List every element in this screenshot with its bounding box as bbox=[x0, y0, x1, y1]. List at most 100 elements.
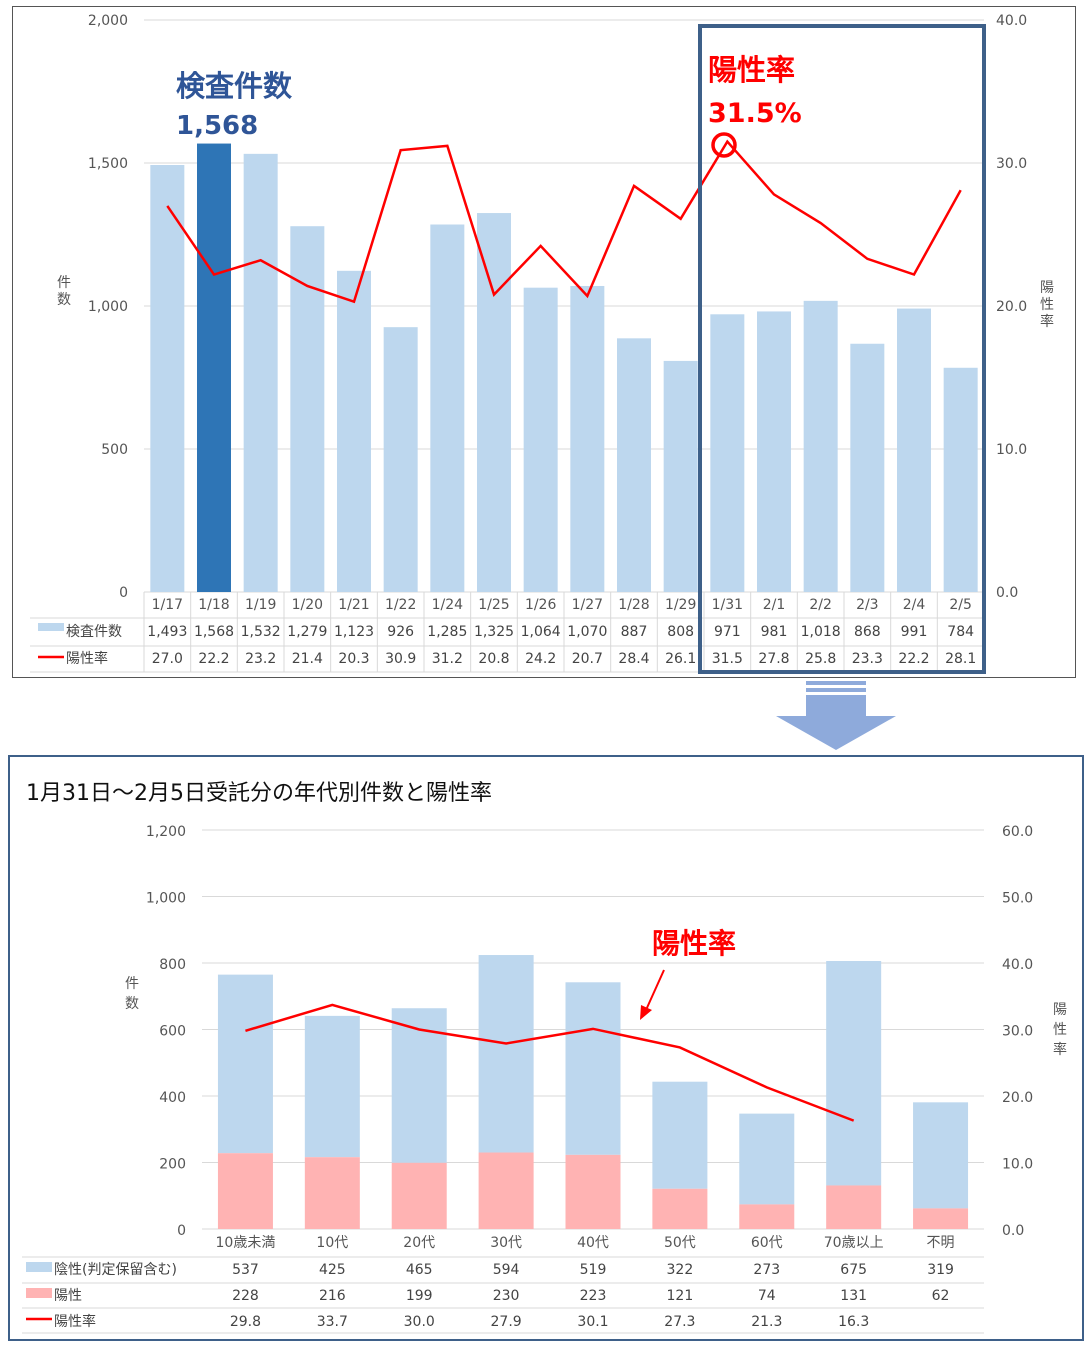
top-category-label: 2/4 bbox=[903, 597, 926, 613]
annotation-rate-title: 陽性率 bbox=[708, 53, 795, 87]
top-table-rate-cell: 27.8 bbox=[758, 651, 789, 667]
top-bar bbox=[617, 338, 651, 592]
top-right-tick: 20.0 bbox=[996, 299, 1027, 315]
top-category-label: 2/1 bbox=[763, 597, 786, 613]
top-table-tests-cell: 971 bbox=[714, 624, 741, 640]
top-table-tests-cell: 1,285 bbox=[427, 624, 467, 640]
top-bar bbox=[850, 343, 885, 592]
top-bar bbox=[150, 165, 185, 592]
top-bar bbox=[523, 287, 558, 592]
top-table-tests-cell: 1,064 bbox=[521, 624, 561, 640]
top-bar bbox=[383, 327, 418, 592]
top-table-rate-cell: 20.7 bbox=[572, 651, 603, 667]
top-y-left-label: 件数 bbox=[57, 275, 71, 308]
top-table-rate-cell: 31.2 bbox=[432, 651, 463, 667]
top-bar bbox=[663, 360, 698, 592]
top-left-tick: 2,000 bbox=[88, 13, 128, 29]
top-table-tests-cell: 808 bbox=[667, 624, 694, 640]
top-category-label: 1/28 bbox=[618, 597, 649, 613]
top-bar bbox=[570, 285, 605, 592]
tests-and-positivity-chart: 2,000 1,500 1,000 500 0 40.0 30.0 20.0 10.0 0.0 1/… bbox=[30, 13, 1054, 674]
top-table-tests-cell: 887 bbox=[621, 624, 648, 640]
top-category-label: 1/20 bbox=[292, 597, 323, 613]
top-table-rate-cell: 24.2 bbox=[525, 651, 556, 667]
top-table-tests-cell: 1,070 bbox=[567, 624, 607, 640]
annotation-tests-title: 検査件数 bbox=[176, 69, 293, 103]
top-bar bbox=[710, 314, 745, 592]
top-table-rate-cell: 28.1 bbox=[945, 651, 976, 667]
top-table-rate-cell: 28.4 bbox=[618, 651, 649, 667]
top-bar bbox=[430, 224, 465, 593]
top-table-tests-cell: 1,123 bbox=[334, 624, 374, 640]
top-bar bbox=[477, 213, 511, 593]
top-bar bbox=[943, 367, 978, 592]
top-table-tests-cell: 1,493 bbox=[147, 624, 187, 640]
top-left-tick: 1,500 bbox=[88, 156, 128, 172]
top-bar bbox=[337, 270, 371, 592]
top-table-tests-cell: 784 bbox=[947, 624, 974, 640]
top-bar bbox=[897, 308, 931, 592]
top-left-tick: 1,000 bbox=[88, 299, 128, 315]
top-bar bbox=[757, 311, 791, 592]
legend-tests-label: 検査件数 bbox=[66, 624, 122, 640]
top-table-rate-cell: 30.9 bbox=[385, 651, 416, 667]
top-category-label: 2/5 bbox=[949, 597, 972, 613]
top-category-label: 1/27 bbox=[572, 597, 603, 613]
top-table-tests-cell: 868 bbox=[854, 624, 881, 640]
top-bar bbox=[290, 226, 325, 592]
top-category-label: 1/26 bbox=[525, 597, 557, 613]
top-category-label: 1/29 bbox=[665, 597, 696, 613]
top-right-tick: 10.0 bbox=[996, 442, 1027, 458]
top-table-rate-cell: 25.8 bbox=[805, 651, 836, 667]
top-category-label: 2/2 bbox=[809, 597, 832, 613]
top-right-tick: 30.0 bbox=[996, 156, 1027, 172]
top-category-label: 1/24 bbox=[432, 597, 464, 613]
top-category-label: 1/31 bbox=[712, 597, 743, 613]
top-left-tick: 500 bbox=[101, 442, 128, 458]
top-table-tests-cell: 926 bbox=[387, 624, 414, 640]
top-category-label: 1/21 bbox=[338, 597, 369, 613]
top-rate-polyline bbox=[166, 139, 962, 304]
top-table-tests-cell: 1,279 bbox=[287, 624, 327, 640]
legend-rate-label: 陽性率 bbox=[66, 650, 108, 667]
top-table-rate-cell: 20.8 bbox=[478, 651, 509, 667]
top-left-tick: 0 bbox=[119, 585, 128, 601]
top-bar bbox=[197, 143, 231, 592]
top-category-label: 1/22 bbox=[385, 597, 416, 613]
top-table-tests-cell: 1,568 bbox=[194, 624, 234, 640]
annotation-tests-value: 1,568 bbox=[176, 111, 258, 141]
top-rate-line bbox=[166, 139, 962, 304]
top-table-rate-cell: 23.2 bbox=[245, 651, 276, 667]
top-table-rate-cell: 22.2 bbox=[198, 651, 229, 667]
age-chart-title: 1月31日～2月5日受託分の年代別件数と陽性率 bbox=[26, 781, 492, 806]
legend-tests-swatch bbox=[38, 623, 64, 631]
top-table-rate-cell: 26.1 bbox=[665, 651, 696, 667]
top-table-rate-cell: 22.2 bbox=[898, 651, 929, 667]
top-axis-ticks: 2,000 1,500 1,000 500 0 40.0 30.0 20.0 10.0 0.0 1/… bbox=[88, 13, 1027, 613]
tests-chart-panel bbox=[12, 6, 1076, 678]
top-category-label: 1/25 bbox=[478, 597, 509, 613]
top-table-rate-cell: 21.4 bbox=[292, 651, 323, 667]
annotation-rate-circle bbox=[711, 132, 737, 158]
top-table-tests-cell: 991 bbox=[901, 624, 928, 640]
top-category-label: 1/17 bbox=[152, 597, 183, 613]
top-bar bbox=[803, 300, 838, 592]
annotation-rate-value: 31.5% bbox=[708, 98, 802, 129]
top-table-tests-cell: 981 bbox=[761, 624, 788, 640]
top-category-label: 1/18 bbox=[198, 597, 229, 613]
top-category-label: 1/19 bbox=[245, 597, 276, 613]
top-bars bbox=[150, 143, 978, 593]
top-table-rate-cell: 31.5 bbox=[712, 651, 743, 667]
age-chart-panel: 1月31日～2月5日受託分の年代別件数と陽性率 bbox=[8, 755, 1084, 1341]
top-category-label: 2/3 bbox=[856, 597, 879, 613]
top-table-tests-cell: 1,325 bbox=[474, 624, 514, 640]
top-table-rate-cell: 23.3 bbox=[852, 651, 883, 667]
highlight-box bbox=[698, 24, 986, 674]
top-bar bbox=[243, 153, 278, 592]
top-table-tests-cell: 1,532 bbox=[241, 624, 281, 640]
top-table-tests-cell: 1,018 bbox=[801, 624, 841, 640]
top-table-rate-cell: 27.0 bbox=[152, 651, 183, 667]
top-table-rate-cell: 20.3 bbox=[338, 651, 369, 667]
top-right-tick: 40.0 bbox=[996, 13, 1027, 29]
